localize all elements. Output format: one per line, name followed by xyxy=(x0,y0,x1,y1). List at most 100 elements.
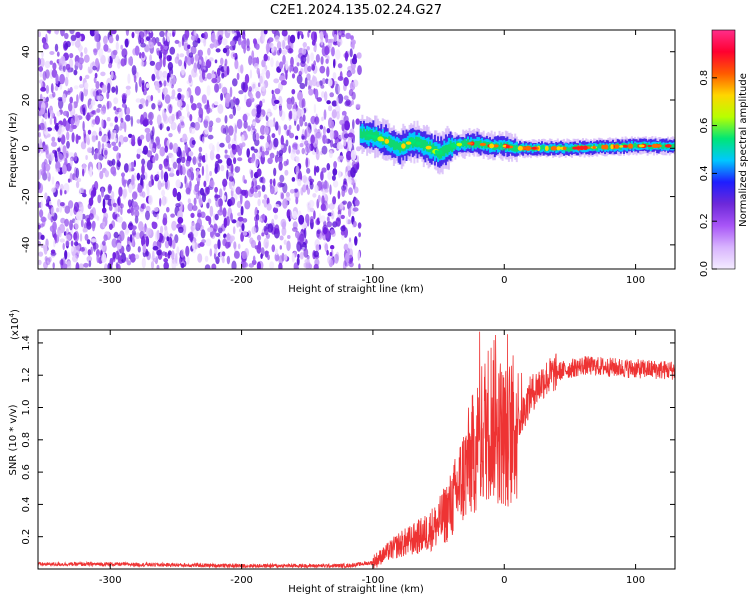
heatmap-cell xyxy=(269,152,275,159)
heatmap-cell xyxy=(203,120,209,125)
heatmap-cell xyxy=(500,142,503,148)
heatmap-cell xyxy=(260,253,263,259)
heatmap-cell xyxy=(343,77,349,87)
heatmap-cell xyxy=(321,116,324,122)
heatmap-cell xyxy=(315,81,321,88)
heatmap-cell xyxy=(101,253,107,263)
heatmap-cell xyxy=(310,134,316,144)
heatmap-cell xyxy=(664,144,672,148)
heatmap-cell xyxy=(54,85,59,91)
heatmap-cell xyxy=(141,158,146,166)
heatmap-cell xyxy=(171,154,175,164)
heatmap-cell xyxy=(44,163,51,172)
heatmap-cell xyxy=(104,263,108,269)
heatmap-cell xyxy=(651,143,659,148)
heatmap-cell xyxy=(377,132,380,142)
heatmap-cell xyxy=(214,247,218,255)
heatmap-cell xyxy=(80,52,83,57)
heatmap-cell xyxy=(140,42,146,48)
heatmap-cell xyxy=(273,214,278,220)
heatmap-cell xyxy=(136,148,142,155)
heatmap-cell xyxy=(214,83,220,93)
heatmap-cell xyxy=(211,263,217,269)
heatmap-cell xyxy=(142,244,147,254)
heatmap-cell xyxy=(158,70,163,78)
heatmap-cell xyxy=(341,110,347,117)
heatmap-cell xyxy=(40,234,45,240)
heatmap-cell xyxy=(128,183,133,194)
heatmap-cell xyxy=(208,57,214,62)
heatmap-cell xyxy=(297,178,302,187)
heatmap-cell xyxy=(263,53,268,62)
heatmap-cell xyxy=(196,217,202,229)
heatmap-cell xyxy=(83,54,90,63)
heatmap-cell xyxy=(38,251,44,257)
heatmap-cell xyxy=(209,248,213,257)
heatmap-cell xyxy=(236,72,240,81)
heatmap-cell xyxy=(263,126,269,136)
heatmap-cell xyxy=(250,169,254,179)
heatmap-cell xyxy=(247,125,252,132)
colorbar-tick-label: 0.8 xyxy=(699,70,710,86)
heatmap-cell xyxy=(344,51,349,62)
heatmap-cell xyxy=(250,186,255,194)
heatmap-cell xyxy=(64,205,71,214)
heatmap-cell xyxy=(567,147,570,152)
heatmap-cell xyxy=(49,200,52,206)
heatmap-cell xyxy=(383,136,386,145)
heatmap-cell xyxy=(492,144,499,148)
heatmap-cell xyxy=(107,130,111,140)
heatmap-cell xyxy=(576,146,581,150)
heatmap-cell xyxy=(236,105,241,111)
heatmap-cell xyxy=(109,122,114,127)
heatmap-cell xyxy=(91,146,95,156)
heatmap-cell xyxy=(50,249,56,254)
heatmap-cell xyxy=(359,128,362,139)
heatmap-cell xyxy=(210,32,216,43)
heatmap-cell xyxy=(280,144,284,149)
heatmap-cell xyxy=(168,172,175,177)
heatmap-cell xyxy=(243,120,248,129)
heatmap-cell xyxy=(123,136,129,143)
heatmap-cell xyxy=(157,99,162,106)
heatmap-cell xyxy=(308,199,315,208)
heatmap-cell xyxy=(237,157,243,162)
heatmap-cell xyxy=(307,65,312,72)
heatmap-cell xyxy=(222,195,227,201)
heatmap-cell xyxy=(97,161,101,173)
heatmap-cell xyxy=(201,239,207,244)
heatmap-cell xyxy=(226,65,230,76)
heatmap-cell xyxy=(320,215,326,223)
heatmap-cell xyxy=(86,255,93,263)
heatmap-cell xyxy=(56,207,60,213)
heatmap-cell xyxy=(319,31,324,41)
heatmap-cell xyxy=(83,262,89,268)
heatmap-cell xyxy=(343,133,349,139)
heatmap-cell xyxy=(71,132,75,143)
heatmap-cell xyxy=(73,201,80,213)
snr-series-line xyxy=(38,331,675,569)
heatmap-cell xyxy=(57,153,64,163)
heatmap-cell xyxy=(330,120,335,129)
heatmap-cell xyxy=(106,100,110,110)
heatmap-cell xyxy=(256,234,262,241)
heatmap-cell xyxy=(128,162,132,173)
heatmap-cell xyxy=(271,30,277,35)
heatmap-cell xyxy=(134,45,140,56)
heatmap-cell xyxy=(88,69,92,74)
heatmap-cell xyxy=(315,165,320,173)
heatmap-cell xyxy=(130,206,135,216)
heatmap-cell xyxy=(181,37,185,47)
heatmap-cell xyxy=(579,145,584,150)
heatmap-cell xyxy=(176,191,182,202)
heatmap-cell xyxy=(271,89,274,95)
heatmap-cell xyxy=(489,143,495,149)
heatmap-cell xyxy=(336,142,342,150)
heatmap-cell xyxy=(101,143,105,150)
heatmap-cell xyxy=(75,211,82,221)
heatmap-cell xyxy=(229,196,236,206)
heatmap-cell xyxy=(106,117,111,122)
heatmap-cell xyxy=(256,104,262,115)
heatmap-cell xyxy=(243,262,248,268)
